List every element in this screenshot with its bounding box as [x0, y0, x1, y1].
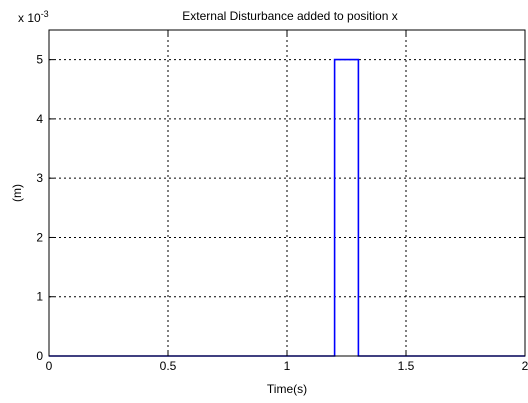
- y-tick-label: 1: [36, 290, 43, 304]
- y-tick-label: 4: [36, 112, 43, 126]
- axis-ticks: 0 0.5 1 1.5 2 0 1 2 3 4 5: [36, 30, 528, 373]
- y-exponent-power: -3: [41, 9, 49, 19]
- y-tick-label: 5: [36, 53, 43, 67]
- x-tick-label: 0.5: [160, 359, 177, 373]
- x-axis-label: Time(s): [267, 382, 307, 396]
- x-tick-label: 2: [522, 359, 528, 373]
- y-tick-label: 3: [36, 171, 43, 185]
- y-tick-label: 2: [36, 230, 43, 244]
- grid-lines: [49, 30, 525, 356]
- plot-area-background: [49, 30, 525, 356]
- x-tick-label: 1: [284, 359, 291, 373]
- y-exponent-base: x 10: [18, 11, 41, 25]
- x-tick-label: 1.5: [398, 359, 415, 373]
- x-tick-label: 0: [46, 359, 53, 373]
- chart-title: External Disturbance added to position x: [182, 9, 397, 23]
- y-exponent-label: x 10-3: [18, 9, 49, 25]
- y-axis-label: (m): [10, 184, 24, 202]
- y-tick-label: 0: [36, 349, 43, 363]
